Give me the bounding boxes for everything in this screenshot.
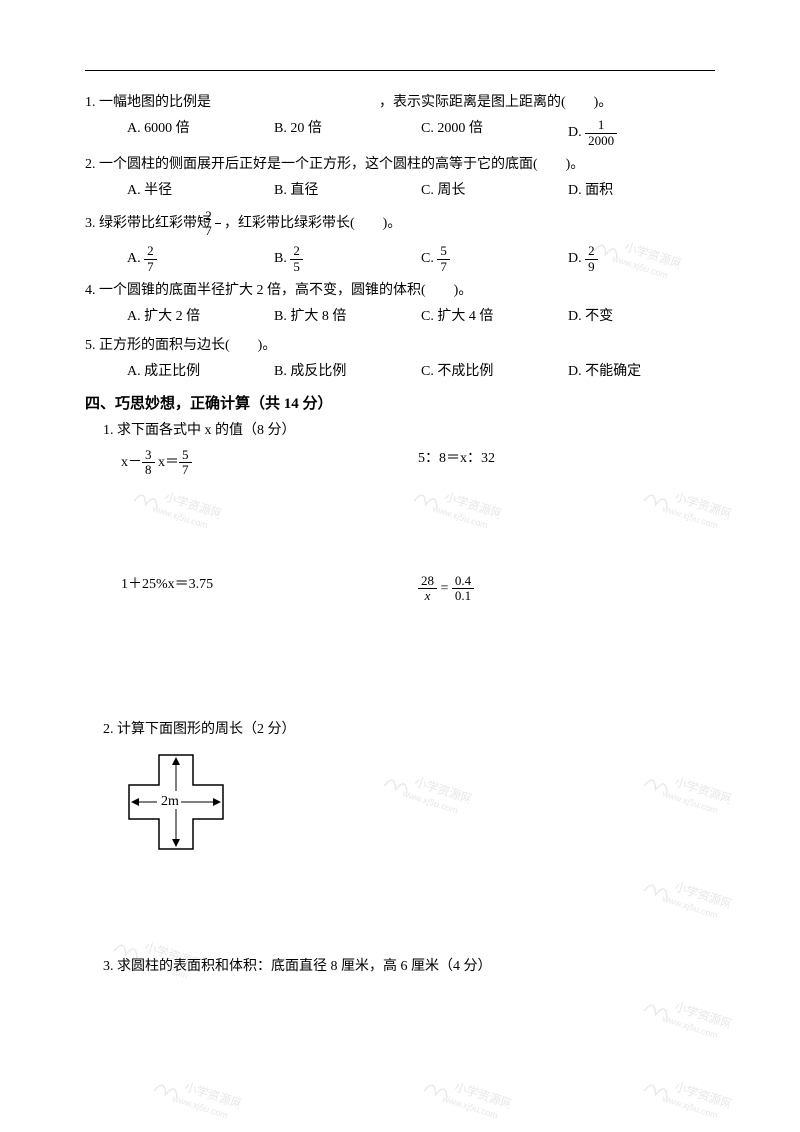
q3-opt-b: B. 25 [274, 244, 421, 274]
cross-svg: 2m [121, 747, 231, 857]
svg-text:小学资源网: 小学资源网 [183, 1079, 243, 1112]
work-space-3 [85, 886, 715, 956]
q3-opt-d: D. 29 [568, 244, 715, 274]
q2-opt-a: A. 半径 [127, 180, 274, 202]
q5-opt-a: A. 成正比例 [127, 361, 274, 383]
q2-opt-d: D. 面积 [568, 180, 715, 202]
q3-opt-a: A. 27 [127, 244, 274, 274]
svg-text:www.xj5u.com: www.xj5u.com [170, 1093, 229, 1121]
svg-text:小学资源网: 小学资源网 [453, 1079, 513, 1112]
cross-figure: 2m [121, 747, 715, 865]
q2-opt-b: B. 直径 [274, 180, 421, 202]
s4-q1-title: 1. 求下面各式中 x 的值（8 分） [103, 420, 715, 442]
question-3: 3. 绿彩带比红彩带短 27 ，红彩带比绿彩带长( )。 [85, 209, 715, 239]
s4-eq2: 5：8＝x：32 [418, 448, 715, 478]
s4-q1-row2: 1＋25%x＝3.75 28x = 0.40.1 [121, 574, 715, 604]
q3-pre: 3. 绿彩带比红彩带短 [85, 216, 215, 231]
v-arrow-down [172, 839, 180, 847]
s4-q3-title: 3. 求圆柱的表面积和体积：底面直径 8 厘米，高 6 厘米（4 分） [103, 956, 715, 978]
q4-options: A. 扩大 2 倍 B. 扩大 8 倍 C. 扩大 4 倍 D. 不变 [127, 306, 715, 328]
s4-q2-title: 2. 计算下面图形的周长（2 分） [103, 719, 715, 741]
s4-eq4: 28x = 0.40.1 [418, 574, 715, 604]
svg-text:www.xj5u.com: www.xj5u.com [660, 1013, 719, 1041]
q2-opt-c: C. 周长 [421, 180, 568, 202]
watermark: 小学资源网www.xj5u.com [417, 1067, 514, 1129]
q1-opt-d: D. 12000 [568, 118, 715, 148]
q2-options: A. 半径 B. 直径 C. 周长 D. 面积 [127, 180, 715, 202]
h-arrow-right [213, 798, 221, 806]
top-rule [85, 70, 715, 71]
q4-opt-c: C. 扩大 4 倍 [421, 306, 568, 328]
q5-options: A. 成正比例 B. 成反比例 C. 不成比例 D. 不能确定 [127, 361, 715, 383]
q1-d-prefix: D. [568, 125, 585, 140]
q5-opt-b: B. 成反比例 [274, 361, 421, 383]
svg-text:小学资源网: 小学资源网 [673, 999, 733, 1032]
v-arrow-up [172, 757, 180, 765]
q3-post: ，红彩带比绿彩带长( )。 [221, 216, 402, 231]
watermark: 小学资源网www.xj5u.com [637, 1067, 734, 1129]
h-arrow-left [131, 798, 139, 806]
q1-opt-a: A. 6000 倍 [127, 118, 274, 148]
q1-options: A. 6000 倍 B. 20 倍 C. 2000 倍 D. 12000 [127, 118, 715, 148]
question-1: 1. 一幅地图的比例是 ，表示实际距离是图上距离的( )。 [85, 92, 715, 114]
page-content: 1. 一幅地图的比例是 ，表示实际距离是图上距离的( )。 A. 6000 倍 … [85, 92, 715, 978]
s4-q1-row1: x－38 x＝57 5：8＝x：32 [121, 448, 715, 478]
q3-options: A. 27 B. 25 C. 57 D. 29 [127, 244, 715, 274]
question-5: 5. 正方形的面积与边长( )。 [85, 335, 715, 357]
work-space-1 [85, 484, 715, 574]
section-4-title: 四、巧思妙想，正确计算（共 14 分） [85, 392, 715, 416]
watermark: 小学资源网www.xj5u.com [147, 1067, 244, 1129]
svg-text:www.xj5u.com: www.xj5u.com [440, 1093, 499, 1121]
watermark: 小学资源网www.xj5u.com [637, 987, 734, 1049]
question-2: 2. 一个圆柱的侧面展开后正好是一个正方形，这个圆柱的高等于它的底面( )。 [85, 154, 715, 176]
q5-opt-c: C. 不成比例 [421, 361, 568, 383]
svg-text:小学资源网: 小学资源网 [673, 1079, 733, 1112]
question-4: 4. 一个圆锥的底面半径扩大 2 倍，高不变，圆锥的体积( )。 [85, 280, 715, 302]
q1-opt-c: C. 2000 倍 [421, 118, 568, 148]
s4-eq1: x－38 x＝57 [121, 448, 418, 478]
cross-label: 2m [161, 794, 179, 809]
s4-eq3: 1＋25%x＝3.75 [121, 574, 418, 604]
q1-opt-b: B. 20 倍 [274, 118, 421, 148]
q4-opt-b: B. 扩大 8 倍 [274, 306, 421, 328]
q1-d-frac: 12000 [585, 118, 617, 148]
q3-opt-c: C. 57 [421, 244, 568, 274]
q5-opt-d: D. 不能确定 [568, 361, 715, 383]
work-space-2 [85, 609, 715, 719]
q4-opt-a: A. 扩大 2 倍 [127, 306, 274, 328]
svg-text:www.xj5u.com: www.xj5u.com [660, 1093, 719, 1121]
q4-opt-d: D. 不变 [568, 306, 715, 328]
